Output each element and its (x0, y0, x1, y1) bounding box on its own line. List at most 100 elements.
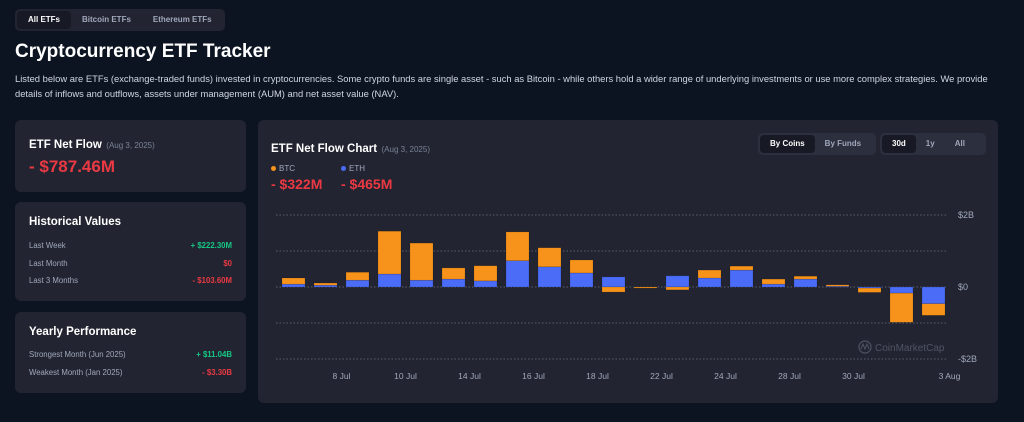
chart-date: (Aug 3, 2025) (381, 145, 430, 154)
y-tick-label: $0 (958, 282, 968, 292)
tab-bitcoin-etfs[interactable]: Bitcoin ETFs (82, 15, 131, 24)
net-flow-title: ETF Net Flow (29, 139, 102, 151)
legend-btc-name: BTC (279, 164, 295, 173)
net-flow-value: - $787.46M (29, 157, 115, 176)
bar-btc[interactable] (889, 292, 914, 323)
bar-eth[interactable] (601, 276, 626, 288)
bar-eth[interactable] (761, 283, 786, 288)
etf-category-tabs: All ETFs Bitcoin ETFs Ethereum ETFs (15, 9, 225, 31)
bar-btc[interactable] (313, 282, 338, 286)
yearly-title: Yearly Performance (29, 326, 137, 338)
chart-header: ETF Net Flow Chart (Aug 3, 2025) (271, 139, 430, 157)
x-tick-label: 28 Jul (778, 371, 801, 381)
bar-btc[interactable] (633, 286, 658, 289)
historical-row: Last 3 Months - $103.60M (29, 272, 232, 290)
historical-row: Last Month $0 (29, 255, 232, 273)
net-flow-header: ETF Net Flow (Aug 3, 2025) (29, 135, 155, 153)
x-tick-label: 10 Jul (394, 371, 417, 381)
bar-btc[interactable] (441, 267, 466, 280)
bar-eth[interactable] (729, 269, 754, 288)
net-flow-chart-card: ETF Net Flow Chart (Aug 3, 2025) BTC - $… (258, 120, 998, 403)
bar-eth[interactable] (441, 278, 466, 288)
bar-btc[interactable] (921, 303, 946, 316)
bar-eth[interactable] (889, 286, 914, 294)
by-coins-button[interactable]: By Coins (760, 135, 815, 153)
bar-eth[interactable] (569, 272, 594, 288)
bar-btc[interactable] (537, 247, 562, 268)
net-flow-card: ETF Net Flow (Aug 3, 2025) - $787.46M (15, 120, 246, 192)
by-funds-button[interactable]: By Funds (824, 139, 862, 148)
bar-btc[interactable] (409, 242, 434, 281)
range-30d-button[interactable]: 30d (882, 135, 916, 153)
page-description: Listed below are ETFs (exchange-traded f… (15, 73, 988, 99)
bar-btc[interactable] (377, 230, 402, 275)
yearly-row: Weakest Month (Jan 2025) - $3.30B (29, 364, 232, 382)
chart-title: ETF Net Flow Chart (271, 143, 378, 155)
x-tick-label: 16 Jul (522, 371, 545, 381)
bar-eth[interactable] (505, 260, 530, 288)
page-title: Cryptocurrency ETF Tracker (15, 41, 271, 62)
historical-list: Last Week + $222.30M Last Month $0 Last 3 … (29, 237, 232, 290)
y-tick-label: $2B (958, 210, 974, 220)
view-toggle: By Coins By Funds (758, 133, 876, 155)
coinmarketcap-logo-mark (860, 342, 870, 351)
x-tick-label: 24 Jul (714, 371, 737, 381)
net-flow-date: (Aug 3, 2025) (106, 141, 155, 150)
bar-btc[interactable] (281, 277, 306, 285)
bar-btc[interactable] (793, 275, 818, 280)
bar-eth[interactable] (793, 278, 818, 288)
bar-btc[interactable] (473, 265, 498, 282)
bar-eth[interactable] (537, 266, 562, 288)
x-tick-label: 8 Jul (333, 371, 351, 381)
x-tick-label: 30 Jul (842, 371, 865, 381)
eth-dot-icon (341, 166, 346, 172)
bar-btc[interactable] (665, 286, 690, 291)
legend-btc: BTC - $322M (271, 164, 322, 192)
legend-eth-name: ETH (349, 164, 365, 173)
bar-btc[interactable] (697, 269, 722, 279)
row-value: - $3.30B (202, 367, 232, 377)
x-tick-label: 18 Jul (586, 371, 609, 381)
tab-ethereum-etfs[interactable]: Ethereum ETFs (152, 15, 212, 24)
bar-btc[interactable] (857, 287, 882, 293)
tab-all-etfs[interactable]: All ETFs (17, 11, 72, 29)
bar-eth[interactable] (697, 277, 722, 288)
row-label: Weakest Month (Jan 2025) (29, 367, 123, 377)
bar-eth[interactable] (921, 286, 946, 304)
bar-btc[interactable] (505, 231, 530, 261)
bar-eth[interactable] (281, 283, 306, 288)
historical-title: Historical Values (29, 216, 122, 228)
yearly-list: Strongest Month (Jun 2025) + $11.04B Weak… (29, 346, 232, 381)
historical-values-card: Historical Values Last Week + $222.30M La… (15, 202, 246, 301)
row-label: Last Month (29, 258, 68, 268)
net-flow-chart: 8 Jul 10 Jul 14 Jul 16 Jul 18 Jul 22 Jul 24 Ju… (276, 210, 977, 381)
row-value: + $222.30M (190, 241, 232, 251)
bar-btc[interactable] (601, 286, 626, 293)
bar-btc[interactable] (345, 271, 370, 281)
bar-btc[interactable] (761, 278, 786, 285)
bar-btc[interactable] (729, 265, 754, 271)
row-label: Last 3 Months (29, 276, 78, 286)
x-tick-label: 22 Jul (650, 371, 673, 381)
watermark-text: CoinMarketCap (875, 343, 945, 354)
bar-eth[interactable] (409, 279, 434, 288)
bar-eth[interactable] (473, 280, 498, 288)
bar-eth[interactable] (377, 273, 402, 288)
coinmarketcap-watermark: CoinMarketCap (858, 340, 945, 354)
historical-row: Last Week + $222.30M (29, 237, 232, 255)
bar-btc[interactable] (569, 259, 594, 274)
legend-eth-value: - $465M (341, 176, 393, 192)
bar-eth[interactable] (665, 275, 690, 288)
row-label: Strongest Month (Jun 2025) (29, 350, 126, 360)
bar-eth[interactable] (345, 279, 370, 288)
legend-btc-value: - $322M (271, 176, 323, 192)
range-1y-button[interactable]: 1y (925, 139, 935, 148)
range-all-button[interactable]: All (954, 139, 965, 148)
x-tick-label: 14 Jul (458, 371, 481, 381)
y-tick-label: -$2B (958, 354, 977, 364)
bar-eth[interactable] (313, 284, 338, 288)
x-tick-label: 3 Aug (939, 371, 961, 381)
row-value: + $11.04B (196, 350, 232, 360)
bar-btc[interactable] (825, 284, 850, 287)
row-label: Last Week (29, 241, 66, 251)
